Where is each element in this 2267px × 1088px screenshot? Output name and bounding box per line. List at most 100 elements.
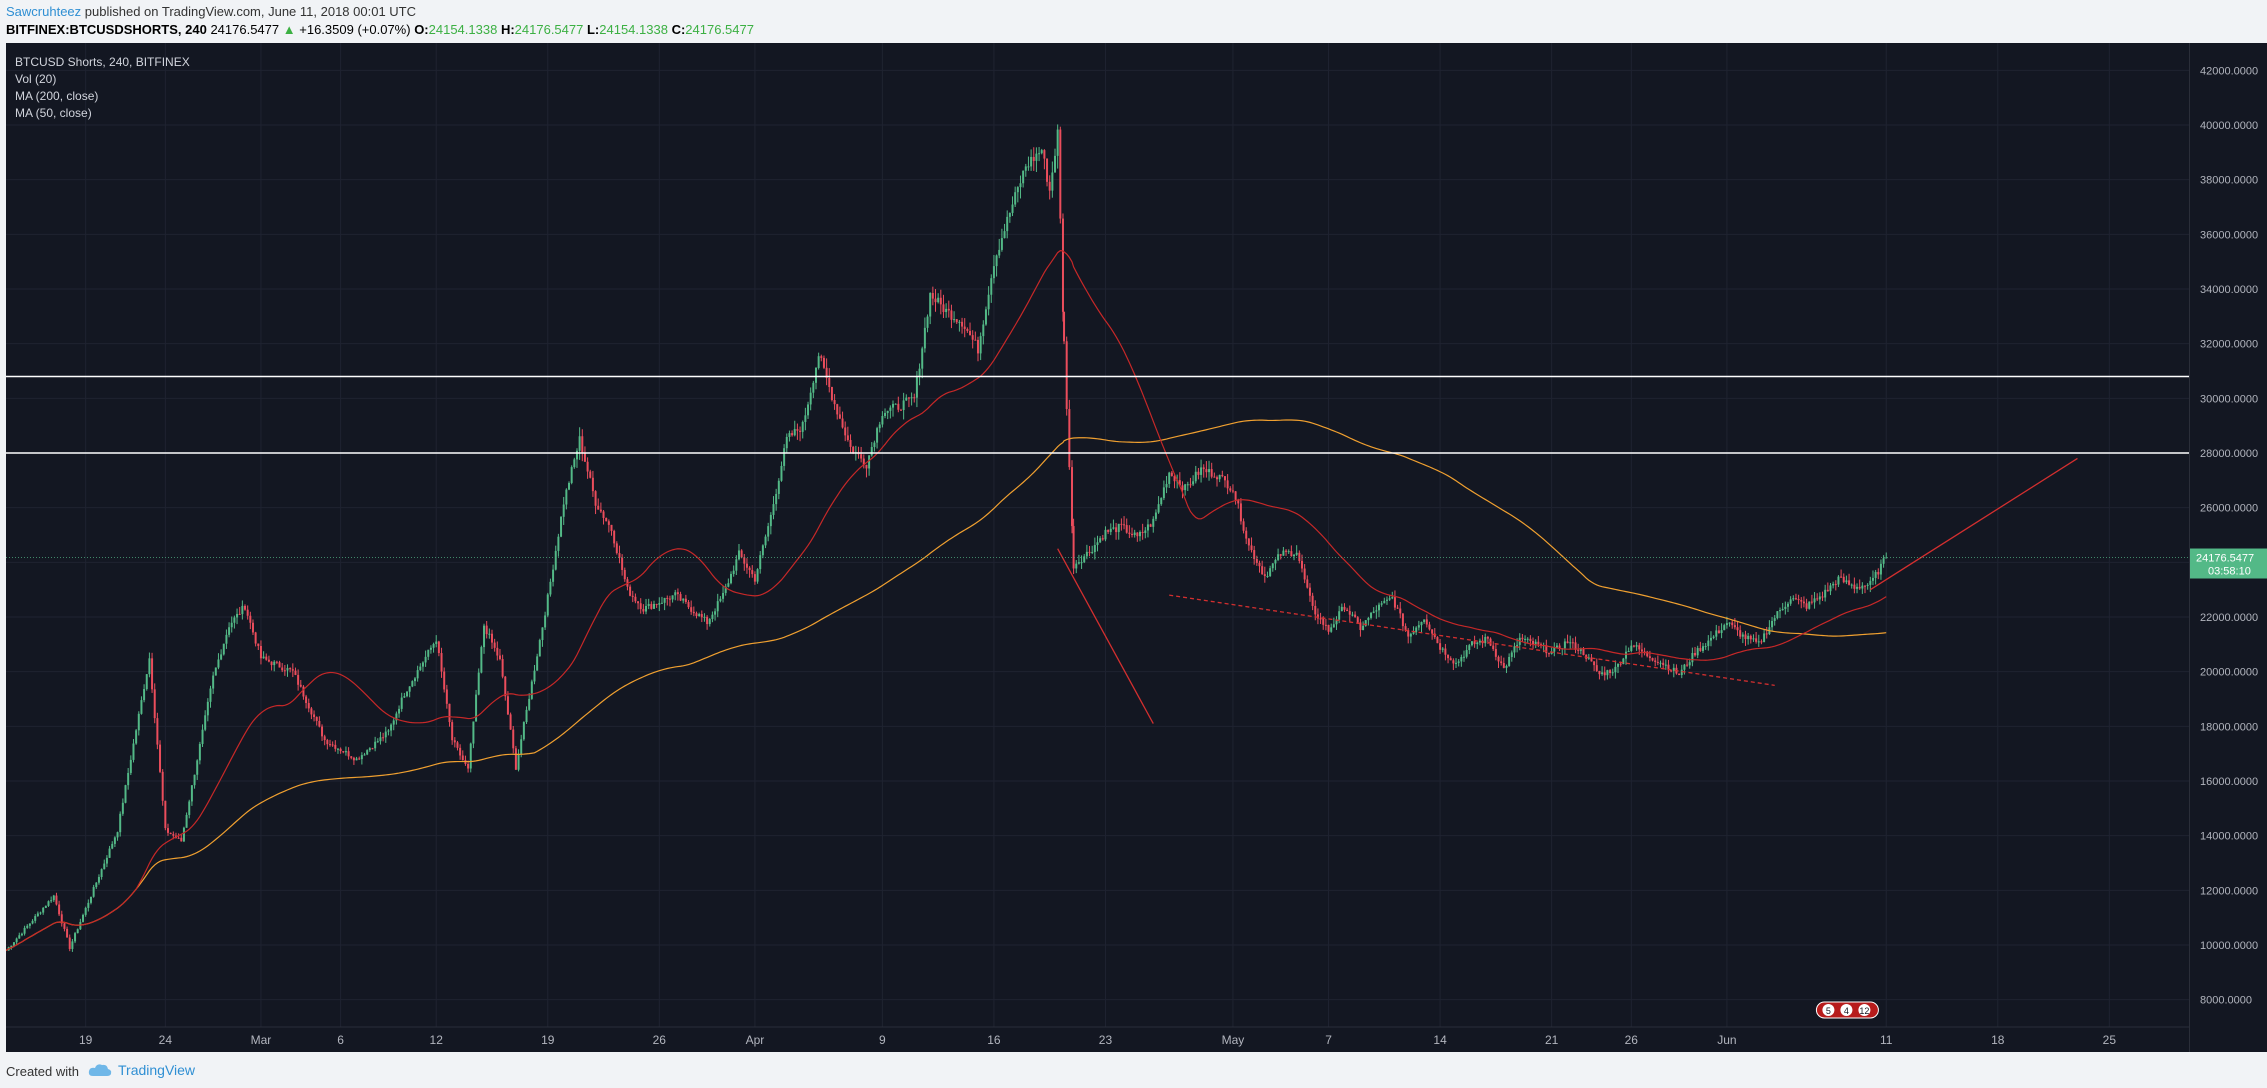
candle-body — [645, 605, 648, 612]
candle-body — [119, 813, 122, 833]
candle-body — [331, 744, 334, 746]
candle-body — [658, 603, 661, 605]
candle-body — [674, 592, 677, 596]
price-axis[interactable]: 42000.0000 40000.0000 38000.0000 36000.0000… — [2189, 43, 2267, 1052]
candle-body — [1691, 652, 1694, 663]
candle-body — [201, 729, 204, 744]
candle-body — [692, 611, 695, 614]
candle-body — [1144, 530, 1147, 533]
candle-body — [445, 689, 448, 704]
candle-body — [1760, 641, 1763, 643]
chart-area[interactable]: 19 24 Mar 6 12 19 26 Apr 9 16 23 May 7 14 21 26 Jun 11 18 2… — [5, 43, 2189, 1052]
candle-body — [1063, 311, 1066, 342]
legend-volume[interactable]: Vol (20) — [15, 72, 57, 86]
candle-body — [570, 467, 573, 483]
candle-body — [1606, 670, 1609, 676]
candle-body — [1755, 638, 1758, 642]
price-axis-label: 40000.0000 — [2200, 120, 2258, 132]
candle-body — [913, 397, 916, 399]
candlestick-chart[interactable]: 19 24 Mar 6 12 19 26 Apr 9 16 23 May 7 14 21 26 Jun 11 18 2… — [5, 43, 2189, 1052]
legend-ma50[interactable]: MA (50, close) — [15, 106, 92, 120]
candle-body — [1008, 212, 1011, 217]
tradingview-logo[interactable]: TradingView — [88, 1062, 195, 1078]
time-axis-label: May — [1222, 1033, 1245, 1047]
footer: Created with TradingView — [0, 1052, 2267, 1088]
candle-body — [1598, 670, 1601, 675]
candle-body — [1216, 477, 1219, 480]
event-flag-icon — [1822, 1004, 1835, 1016]
candle-body — [953, 319, 956, 321]
candle-body — [761, 545, 764, 556]
candle-body — [1736, 627, 1739, 631]
symbol-line: BITFINEX:BTCUSDSHORTS, 240 24176.5477 ▲ … — [6, 22, 754, 37]
author-link[interactable]: Sawcruhteez — [6, 4, 82, 19]
candle-body — [950, 310, 953, 320]
candle-body — [1704, 646, 1707, 648]
candle-body — [793, 429, 796, 436]
price-axis-label: 8000.0000 — [2200, 995, 2252, 1007]
price-axis-labels: 42000.0000 40000.0000 38000.0000 36000.0000… — [2190, 65, 2267, 1007]
candle-body — [1356, 617, 1359, 623]
candle-body — [676, 592, 679, 595]
candle-body — [1085, 551, 1088, 557]
candle-body — [236, 613, 239, 618]
candle-body — [1093, 545, 1096, 552]
candle-body — [212, 675, 215, 689]
candle-body — [1632, 645, 1635, 647]
published-text: published on TradingView.com, June 11, 2… — [84, 4, 417, 19]
candle-body — [825, 367, 828, 379]
candle-body — [812, 382, 815, 393]
candle-body — [1138, 531, 1141, 537]
candle-body — [1547, 653, 1550, 655]
candle-body — [1178, 480, 1181, 486]
candle-body — [270, 661, 273, 666]
candle-body — [1330, 627, 1333, 632]
candle-body — [1303, 568, 1306, 580]
candle-body — [344, 751, 347, 753]
candle-body — [1298, 552, 1301, 561]
candle-body — [886, 410, 889, 413]
time-axis-label: 19 — [79, 1033, 93, 1047]
candle-body — [1322, 618, 1325, 625]
candle-body — [1789, 599, 1792, 604]
candle-body — [1327, 624, 1330, 632]
candle-body — [1686, 664, 1689, 666]
candle-body — [862, 458, 865, 465]
candle-body — [1460, 657, 1463, 662]
candle-body — [764, 536, 767, 546]
legend-ma200[interactable]: MA (200, close) — [15, 89, 99, 103]
close-label: C: — [671, 22, 686, 37]
candle-body — [408, 686, 411, 692]
candle-body — [363, 754, 366, 756]
candle-body — [249, 615, 252, 623]
candle-body — [1035, 153, 1038, 161]
candle-body — [785, 436, 788, 449]
candle-body — [496, 647, 499, 656]
candle-body — [490, 633, 493, 643]
candle-body — [1601, 672, 1604, 675]
candle-body — [573, 459, 576, 468]
candle-body — [1152, 518, 1155, 527]
candle-body — [100, 869, 103, 878]
candle-body — [374, 741, 377, 749]
candle-body — [796, 429, 799, 431]
candle-body — [257, 643, 260, 646]
candle-body — [1040, 150, 1043, 154]
candle-body — [1208, 469, 1211, 473]
candle-body — [830, 386, 833, 401]
candle-body — [63, 923, 66, 929]
candle-body — [541, 627, 544, 641]
candle-body — [246, 609, 249, 616]
candle-body — [1521, 637, 1524, 640]
candle-body — [1813, 598, 1816, 603]
candle-body — [1022, 170, 1025, 184]
candle-body — [209, 688, 212, 702]
candle-body — [108, 848, 111, 858]
price-axis-label: 42000.0000 — [2200, 65, 2258, 77]
candle-body — [586, 461, 589, 472]
time-axis-label: 26 — [1625, 1033, 1639, 1047]
candle-body — [1016, 187, 1019, 193]
candle-body — [151, 658, 154, 690]
candle-body — [1656, 661, 1659, 663]
candle-body — [1792, 598, 1795, 600]
